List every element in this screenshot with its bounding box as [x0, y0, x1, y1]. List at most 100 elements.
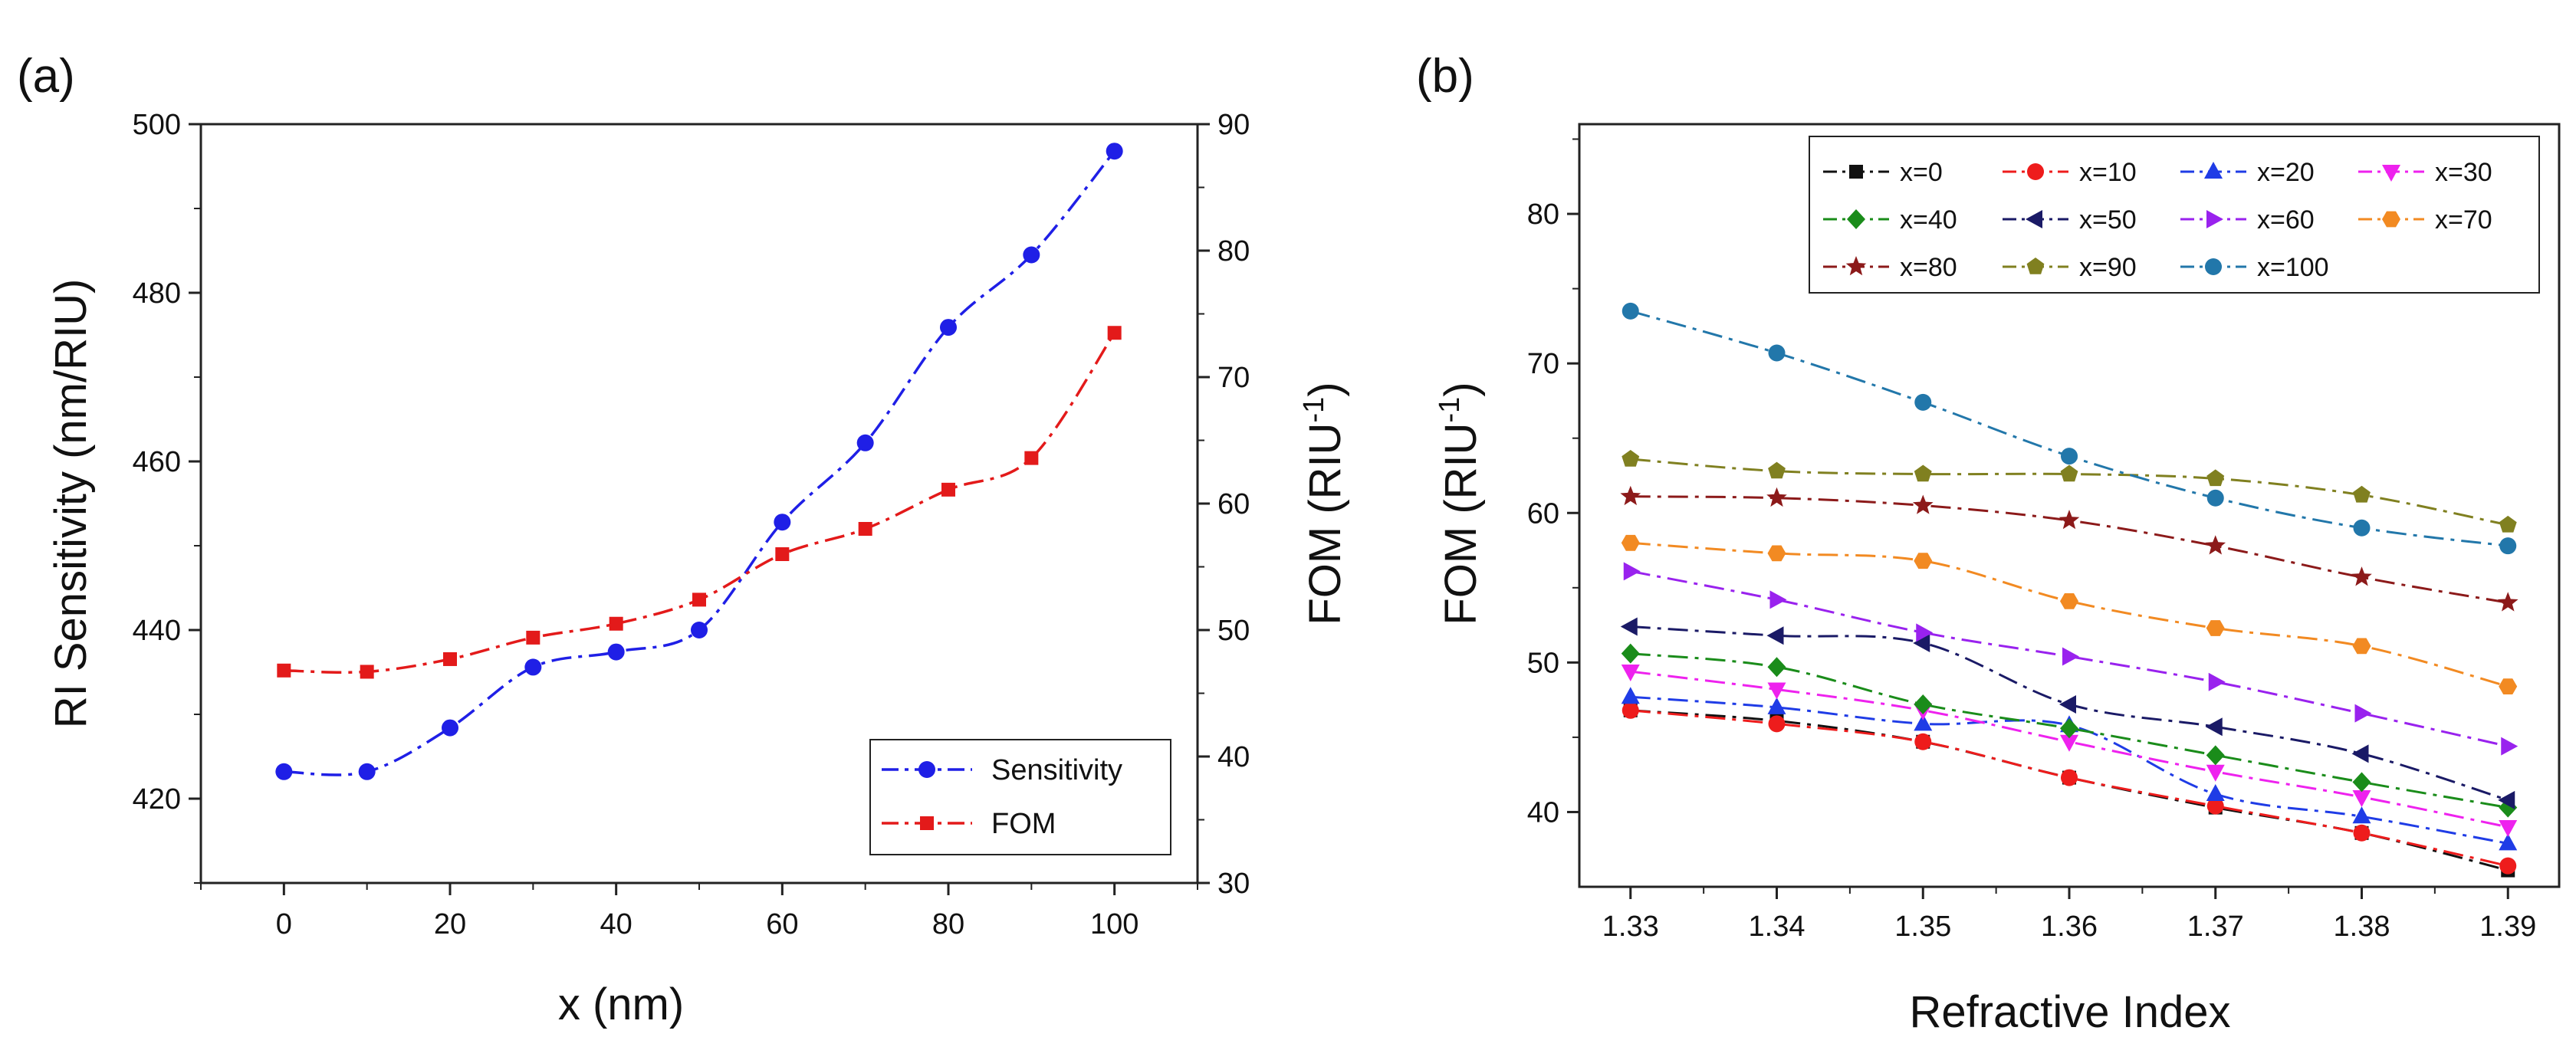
panel-b-y-axis-title: FOM (RIU-1): [1434, 382, 1486, 625]
panel-b-label: (b): [1416, 50, 1474, 103]
panel-a-label: (a): [17, 50, 75, 103]
panel-b-x-tick-label: 1.36: [2041, 911, 2098, 943]
panel-b-data-point: [1914, 393, 1932, 411]
panel-b-series-x-60: [1623, 562, 2518, 756]
panel-a-x-tick-label: 60: [766, 908, 798, 940]
panel-b-data-point: [1916, 623, 1934, 642]
panel-b-data-point: [2352, 772, 2371, 793]
panel-b-y-tick-label: 70: [1527, 348, 1559, 380]
panel-a-right-y-tick-label: 40: [1217, 741, 1250, 773]
panel-a-series-sensitivity: [275, 143, 1123, 780]
panel-b-data-point: [1621, 665, 1640, 682]
panel-a-right-y-title-superscript: -1: [1298, 397, 1330, 423]
panel-b-data-point: [2061, 448, 2078, 465]
panel-a-legend: Sensitivity FOM: [869, 739, 1171, 855]
panel-b-legend-marker: [1849, 165, 1863, 179]
panel-a-legend-label: Sensitivity: [991, 754, 1122, 786]
panel-a-data-point: [940, 319, 957, 336]
panel-b-data-point: [2206, 469, 2225, 487]
panel-b-legend-marker: [1845, 256, 1867, 276]
panel-b-y-title-end: ): [1436, 382, 1486, 396]
panel-a-data-point: [941, 482, 955, 497]
panel-b-legend-marker: [2026, 258, 2045, 274]
panel-b-legend-marker: [2382, 165, 2400, 182]
panel-b-data-point: [1769, 590, 1787, 609]
panel-b-legend-marker: [2205, 258, 2222, 275]
panel-a-legend-box: [869, 739, 1171, 855]
panel-b-data-point: [2060, 734, 2078, 752]
panel-b-legend-label: x=0: [1900, 158, 1943, 187]
panel-b-legend-label: x=60: [2257, 205, 2315, 235]
panel-b-legend-label: x=90: [2079, 253, 2137, 282]
panel-b-data-point: [2208, 672, 2226, 691]
panel-b-legend-label: x=30: [2435, 158, 2492, 187]
panel-a-data-point: [692, 592, 706, 607]
panel-b-data-point: [1621, 643, 1640, 664]
panel-a-right-y-tick-label: 70: [1217, 362, 1250, 394]
panel-b-data-point: [2353, 519, 2371, 537]
panel-b-legend-marker: [2204, 162, 2223, 179]
panel-a-data-point: [607, 643, 625, 661]
panel-b-data-point: [1768, 461, 1786, 479]
panel-a-left-y-tick-label: 480: [133, 277, 181, 310]
panel-b-series-x-90: [1622, 450, 2517, 533]
panel-b-data-point: [2060, 718, 2078, 739]
panel-a-right-y-tick-label: 80: [1217, 235, 1250, 267]
panel-b-x-axis-title: Refractive Index: [1909, 987, 2230, 1037]
panel-b-legend-marker: [2026, 210, 2042, 228]
panel-b-data-point: [2499, 833, 2518, 851]
panel-a-data-point: [1107, 326, 1122, 340]
panel-a-data-point: [775, 547, 790, 561]
panel-b-data-point: [2060, 464, 2078, 482]
panel-b-legend-label: x=10: [2079, 158, 2137, 187]
panel-b-legend-marker: [2206, 210, 2223, 228]
panel-a-data-point: [856, 434, 874, 451]
panel-a-axes: 0 20 40 60 80 100 420 440 460 480 500 30 40 50 60 70 80 9…: [133, 109, 1250, 940]
panel-b-data-point: [2206, 489, 2224, 507]
panel-b-data-point: [2206, 797, 2224, 815]
panel-b-data-point: [2059, 694, 2076, 714]
panel-b-data-point: [1622, 302, 1639, 320]
panel-a-data-point: [526, 630, 540, 645]
panel-b-axes: 1.33 1.34 1.35 1.36 1.37 1.38 1.39 40 50 60 70 80: [1527, 138, 2536, 943]
panel-b-x-tick-label: 1.39: [2479, 911, 2536, 943]
panel-a-x-tick-label: 20: [434, 908, 466, 940]
panel-a-data-point: [774, 514, 791, 531]
panel-b-data-point: [1767, 545, 1786, 562]
panel-b-legend-label: x=80: [1900, 253, 1957, 282]
panel-a-left-y-tick-label: 420: [133, 783, 181, 816]
panel-b-data-point: [1621, 687, 1640, 704]
panel-b-data-point: [1914, 553, 1933, 569]
panel-a-right-y-tick-label: 90: [1217, 109, 1250, 141]
panel-b-data-point: [1620, 617, 1638, 636]
panel-b-data-point: [1768, 715, 1786, 733]
panel-b-x-tick-label: 1.33: [1602, 911, 1659, 943]
panel-b-legend-label: x=100: [2257, 253, 2329, 282]
panel-b-data-point: [2205, 717, 2223, 737]
panel-b-data-point: [2353, 824, 2371, 842]
panel-b-data-point: [1623, 562, 1641, 581]
panel-a-right-y-axis-title: FOM (RIU-1): [1298, 382, 1350, 625]
panel-a-x-tick-label: 0: [276, 908, 292, 940]
panel-b-data-point: [2061, 769, 2078, 786]
panel-a-right-y-tick-label: 50: [1217, 615, 1250, 647]
panel-a-right-y-tick-label: 30: [1217, 868, 1250, 900]
panel-b-data-point: [2206, 620, 2225, 636]
panel-a-x-tick-label: 40: [600, 908, 632, 940]
panel-a-x-tick-label: 100: [1090, 908, 1138, 940]
panel-b-data-point: [2062, 647, 2079, 666]
panel-b-data-point: [1914, 694, 1933, 714]
panel-b-data-point: [1621, 534, 1640, 551]
panel-b-data-point: [2060, 593, 2078, 609]
panel-a-left-y-axis-title: RI Sensitivity (nm/RIU): [46, 279, 96, 729]
panel-a-series-fom: [277, 326, 1122, 679]
panel-b-data-point: [1914, 464, 1932, 482]
panel-b-data-point: [1622, 450, 1640, 467]
panel-b-data-point: [2206, 745, 2225, 766]
panel-b-legend-label: x=20: [2257, 158, 2315, 187]
panel-a-data-point: [275, 763, 293, 780]
panel-b-series-x-80: [1620, 485, 2518, 612]
panel-b-data-point: [2206, 784, 2225, 802]
panel-a-series: [275, 143, 1123, 780]
panel-b-data-point: [1622, 701, 1639, 719]
